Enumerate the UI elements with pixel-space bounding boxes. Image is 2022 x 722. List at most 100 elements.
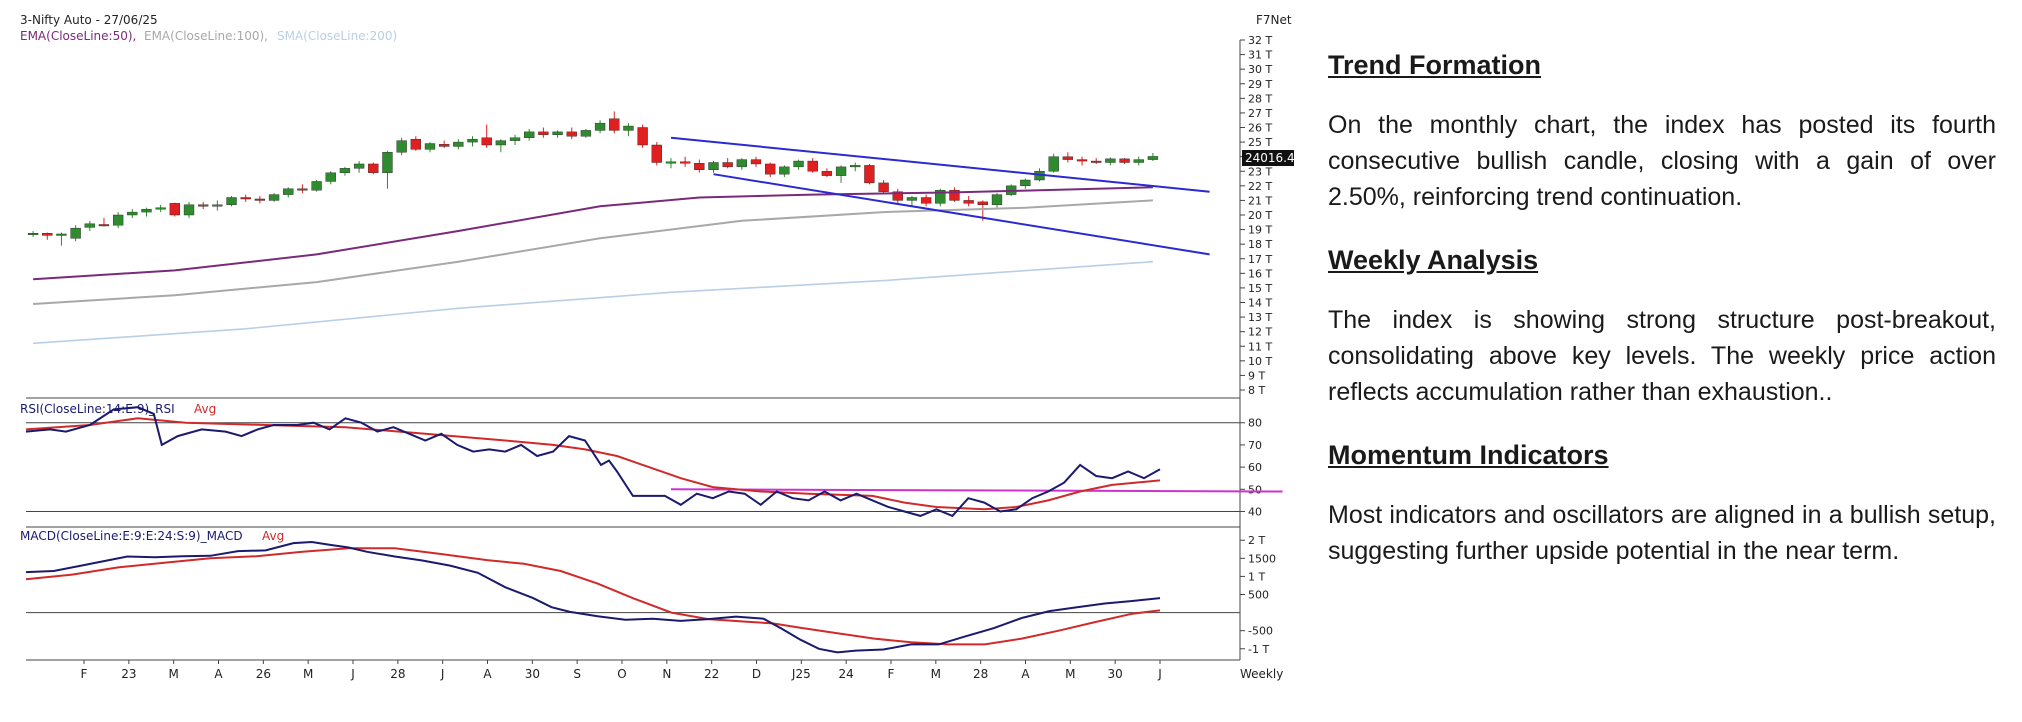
y-tick-label: 30 T	[1248, 63, 1272, 76]
candle-body	[410, 138, 421, 150]
x-tick-label: 22	[704, 667, 719, 681]
candle-body	[935, 190, 946, 204]
candle-body	[98, 224, 110, 227]
section-title: Momentum Indicators	[1328, 440, 1609, 470]
x-tick-label: F	[888, 667, 895, 681]
candle-body	[779, 166, 790, 175]
macd-line	[25, 540, 1161, 654]
rsi-panel: 80 70 60 50 40	[25, 406, 1283, 518]
candle-body	[396, 140, 407, 153]
y-tick-label: 9 T	[1248, 369, 1265, 382]
trendline-lower	[713, 173, 1210, 256]
x-tick-label: M	[931, 667, 941, 681]
candle-body	[42, 233, 53, 236]
candle-body	[27, 233, 39, 235]
candle-body	[325, 172, 336, 182]
macd-y-tick-label: -1 T	[1248, 643, 1269, 656]
y-tick-label: 18 T	[1248, 238, 1272, 251]
sma200-line	[33, 260, 1153, 345]
x-tick-label: A	[1021, 667, 1030, 681]
candle-body	[552, 131, 563, 135]
candle-body	[183, 204, 195, 216]
y-tick-label: 31 T	[1248, 49, 1272, 62]
last-price-label: 24016.4	[1245, 151, 1295, 165]
ema50-line	[33, 186, 1153, 281]
price-panel: 32 T31 T30 T29 T28 T27 T26 T25 T24 T23 T…	[27, 34, 1272, 397]
y-tick-label: 28 T	[1248, 92, 1272, 105]
candle-body	[1119, 158, 1130, 163]
y-tick-label: 23 T	[1248, 165, 1272, 178]
section-momentum-indicators: Momentum Indicators Most indicators and …	[1328, 440, 1996, 569]
candle-body	[353, 163, 365, 169]
candle-body	[637, 127, 648, 146]
y-tick-label: 32 T	[1248, 34, 1272, 47]
y-tick-label: 8 T	[1248, 384, 1265, 397]
candle-body	[807, 160, 818, 172]
candle-body	[297, 188, 308, 191]
y-tick-label: 15 T	[1248, 282, 1272, 295]
source-label: F7Net	[1256, 13, 1292, 27]
candle-body	[283, 188, 294, 195]
macd-avg-line	[25, 547, 1161, 646]
candle-body	[1076, 159, 1088, 162]
candle-body	[566, 131, 577, 137]
candle-body	[679, 161, 691, 164]
x-tick-label: A	[483, 667, 492, 681]
candle-body	[481, 137, 492, 146]
x-tick-label: 30	[1108, 667, 1123, 681]
candle-body	[254, 198, 266, 201]
rsi-line	[25, 406, 1161, 518]
candle-body	[694, 163, 705, 170]
rsi-y-tick-label: 50	[1248, 483, 1262, 496]
candle-body	[864, 165, 875, 184]
candle-body	[1062, 156, 1074, 160]
candle-body	[339, 168, 351, 173]
candle-body	[467, 138, 478, 143]
x-tick-label: D	[752, 667, 761, 681]
macd-y-tick-label: 500	[1248, 589, 1269, 602]
candle-body	[665, 161, 677, 164]
rsi-avg-label: Avg	[194, 402, 216, 416]
y-tick-label: 25 T	[1248, 136, 1272, 149]
x-tick-label: S	[573, 667, 581, 681]
candle-body	[736, 159, 747, 168]
candle-body	[1048, 156, 1059, 172]
x-tick-label: O	[617, 667, 626, 681]
section-body: The index is showing strong structure po…	[1328, 306, 1996, 406]
trendline-upper	[670, 136, 1210, 193]
rsi-y-tick-label: 40	[1248, 505, 1262, 518]
rsi-y-tick-label: 80	[1248, 417, 1262, 430]
x-tick-label: J25	[791, 667, 811, 681]
candle-body	[382, 152, 393, 173]
x-tick-label: J	[440, 667, 445, 681]
candle-body	[268, 194, 280, 201]
y-tick-label: 11 T	[1248, 340, 1272, 353]
candle-body	[112, 214, 124, 226]
candle-body	[835, 166, 847, 176]
macd-label: MACD(CloseLine:E:9:E:24:S:9)_MACD	[20, 529, 243, 543]
candle-body	[821, 171, 833, 176]
x-tick-label: A	[214, 667, 223, 681]
section-title: Trend Formation	[1328, 50, 1542, 80]
macd-y-tick-label: -500	[1248, 625, 1273, 638]
rsi-y-tick-label: 70	[1248, 439, 1262, 452]
y-tick-label: 20 T	[1248, 209, 1272, 222]
candle-body	[594, 122, 606, 131]
candle-body	[977, 201, 988, 205]
x-tick-label: F	[81, 667, 88, 681]
rsi-avg-line	[25, 417, 1161, 511]
candle-body	[1020, 179, 1031, 187]
candle-body	[311, 181, 322, 191]
macd-y-tick-label: 1 T	[1248, 570, 1265, 583]
section-body: Most indicators and oscillators are alig…	[1328, 501, 1996, 565]
y-tick-label: 17 T	[1248, 253, 1272, 266]
y-tick-label: 19 T	[1248, 224, 1272, 237]
x-tick-label: 23	[121, 667, 136, 681]
candle-body	[1105, 158, 1116, 163]
y-tick-label: 14 T	[1248, 297, 1272, 310]
y-tick-label: 10 T	[1248, 355, 1272, 368]
section-body: On the monthly chart, the index has post…	[1328, 111, 1996, 211]
chart-frame	[26, 40, 1241, 661]
y-tick-label: 12 T	[1248, 326, 1272, 339]
candle-body	[538, 131, 549, 135]
